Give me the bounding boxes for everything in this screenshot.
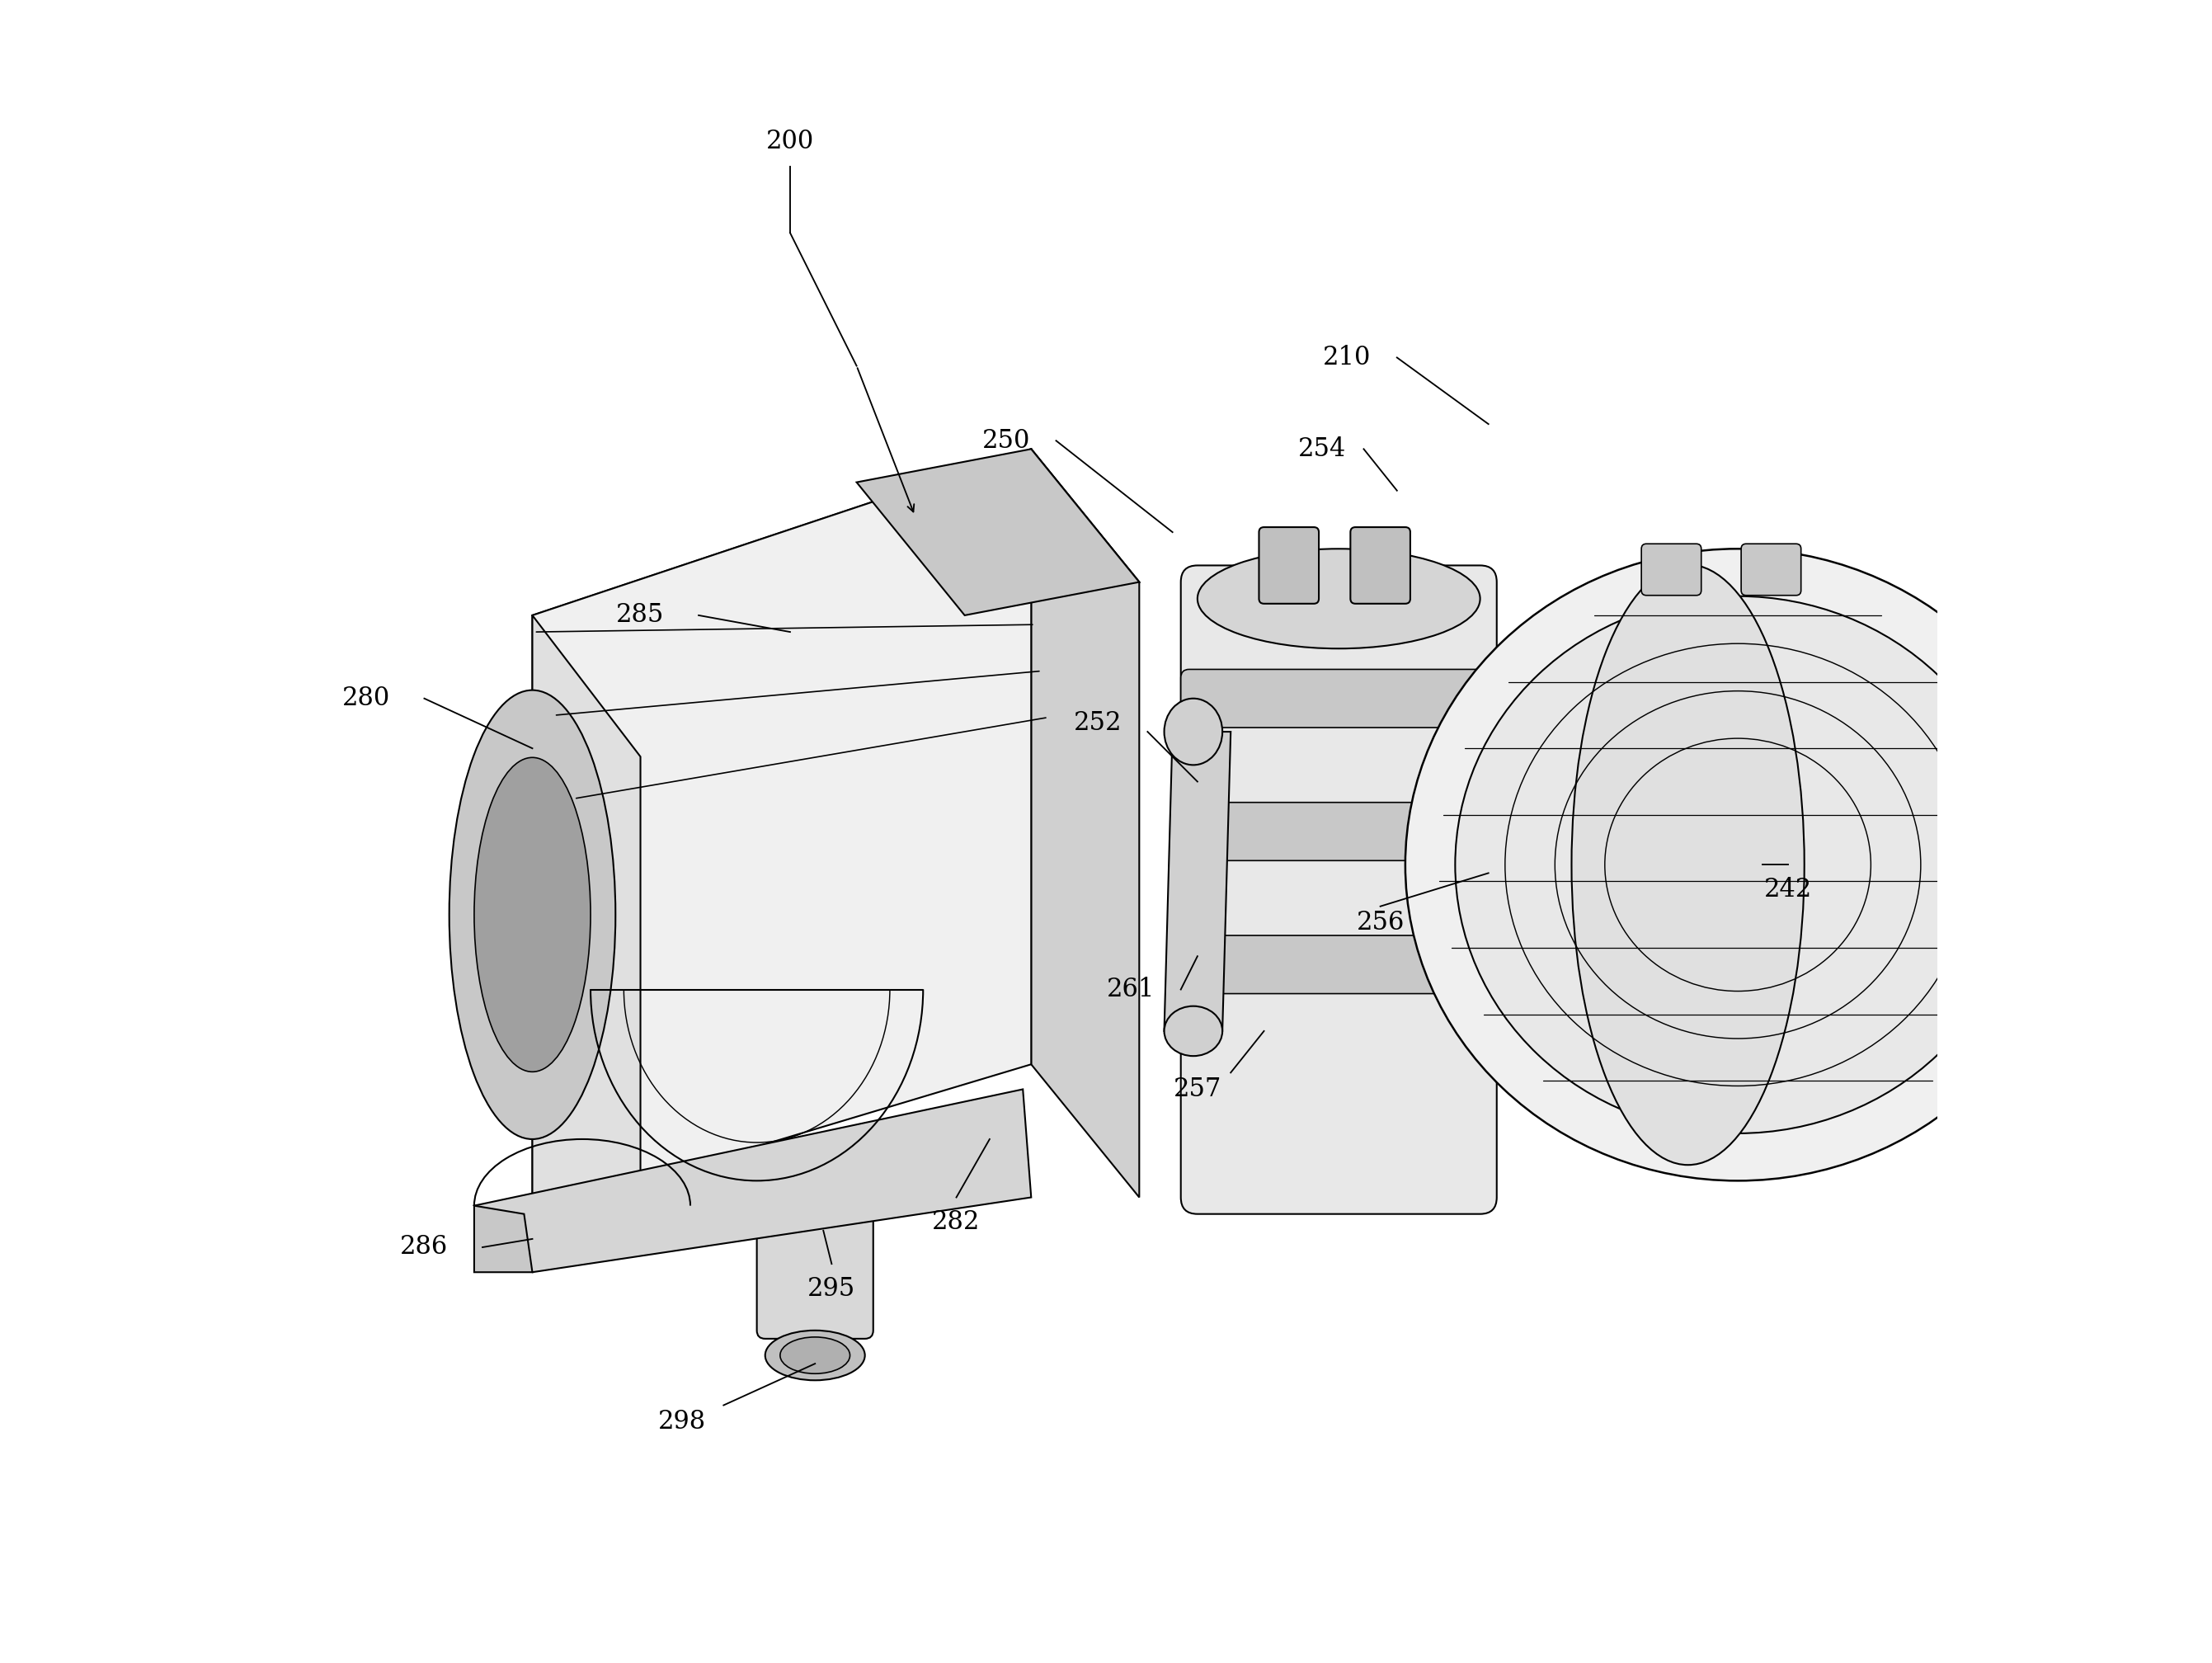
Text: 280: 280 bbox=[343, 685, 389, 712]
Ellipse shape bbox=[1164, 1006, 1223, 1056]
Ellipse shape bbox=[1164, 698, 1223, 765]
Polygon shape bbox=[856, 449, 1139, 615]
Polygon shape bbox=[533, 615, 641, 1214]
Text: 256: 256 bbox=[1356, 910, 1405, 936]
Text: 261: 261 bbox=[1106, 976, 1155, 1003]
Ellipse shape bbox=[1405, 549, 2070, 1181]
Text: 250: 250 bbox=[982, 427, 1031, 454]
Text: 295: 295 bbox=[807, 1276, 856, 1302]
FancyBboxPatch shape bbox=[1181, 565, 1498, 1214]
Polygon shape bbox=[1455, 815, 1513, 931]
FancyBboxPatch shape bbox=[1259, 527, 1318, 604]
Text: 285: 285 bbox=[617, 602, 664, 629]
FancyBboxPatch shape bbox=[1741, 544, 1801, 595]
Text: 298: 298 bbox=[657, 1409, 706, 1435]
Text: 286: 286 bbox=[400, 1234, 449, 1261]
Polygon shape bbox=[533, 449, 1031, 1214]
Polygon shape bbox=[473, 1206, 533, 1272]
Text: 242: 242 bbox=[1763, 876, 1812, 903]
Text: 252: 252 bbox=[1073, 710, 1121, 737]
FancyBboxPatch shape bbox=[1181, 935, 1498, 994]
Polygon shape bbox=[1031, 449, 1139, 1197]
Text: 282: 282 bbox=[931, 1209, 980, 1236]
Text: 254: 254 bbox=[1298, 436, 1347, 462]
FancyBboxPatch shape bbox=[1181, 670, 1498, 728]
Ellipse shape bbox=[1197, 549, 1480, 649]
Polygon shape bbox=[1164, 732, 1230, 1031]
Ellipse shape bbox=[1455, 595, 2020, 1134]
Ellipse shape bbox=[781, 1337, 849, 1374]
FancyBboxPatch shape bbox=[757, 1189, 874, 1339]
Text: 257: 257 bbox=[1172, 1076, 1221, 1103]
FancyBboxPatch shape bbox=[1181, 802, 1498, 861]
FancyBboxPatch shape bbox=[1349, 527, 1411, 604]
Ellipse shape bbox=[1571, 565, 1805, 1164]
Ellipse shape bbox=[765, 1330, 865, 1380]
Ellipse shape bbox=[449, 690, 615, 1139]
Polygon shape bbox=[533, 449, 1139, 757]
FancyBboxPatch shape bbox=[1641, 544, 1701, 595]
Text: 200: 200 bbox=[765, 128, 814, 155]
Text: 210: 210 bbox=[1323, 344, 1371, 371]
Ellipse shape bbox=[473, 758, 591, 1073]
Polygon shape bbox=[473, 1089, 1031, 1272]
